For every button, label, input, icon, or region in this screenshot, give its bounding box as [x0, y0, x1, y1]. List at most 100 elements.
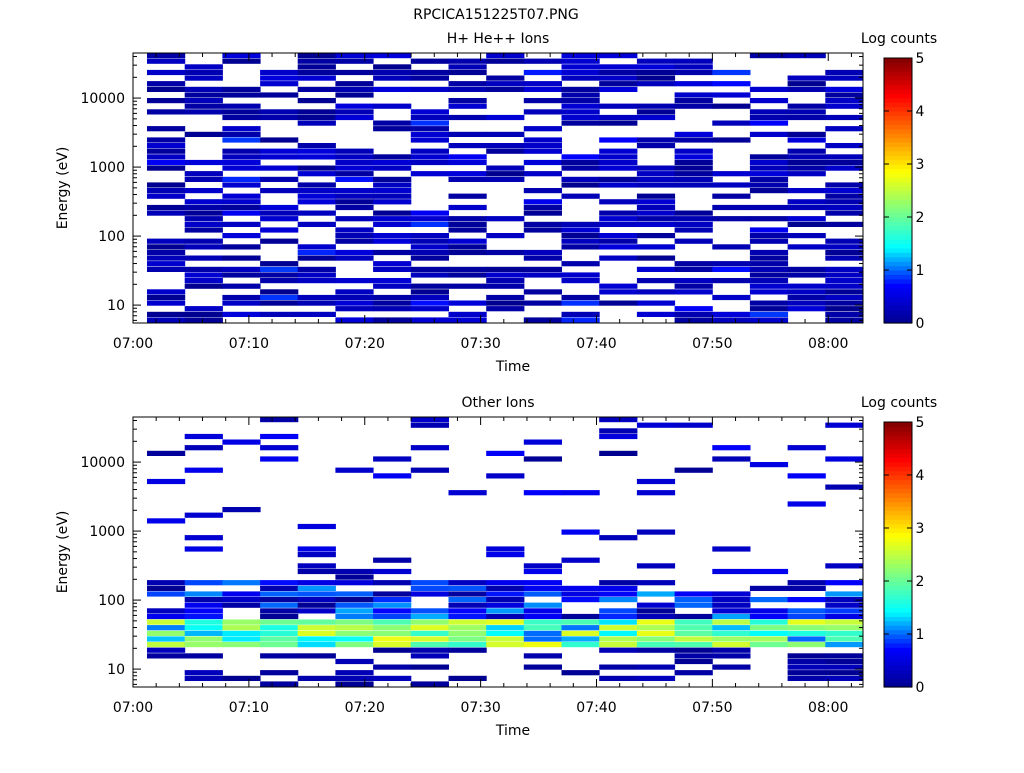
heatmap-cell [410, 210, 449, 216]
heatmap-cell [335, 53, 374, 59]
heatmap-cell [561, 227, 600, 233]
heatmap-cell [260, 294, 299, 301]
heatmap-cell [297, 675, 336, 681]
heatmap-cell [184, 199, 223, 205]
colorbar-tick-label: 5 [916, 51, 925, 67]
heatmap-cell [147, 86, 186, 92]
heatmap-cell [636, 69, 676, 76]
heatmap-cell [297, 114, 336, 121]
colorbar-swatch [884, 97, 912, 103]
colorbar-swatch [884, 66, 912, 72]
heatmap-cell [335, 92, 374, 98]
heatmap-cell [749, 585, 789, 591]
heatmap-cell [373, 317, 412, 323]
colorbar-swatch [884, 164, 912, 170]
heatmap-cell [749, 266, 789, 272]
heatmap-cell [674, 81, 713, 87]
heatmap-cell [297, 278, 336, 284]
heatmap-cell [260, 272, 299, 278]
colorbar-swatch [884, 435, 912, 441]
heatmap-cell [260, 204, 299, 211]
heatmap-cell [373, 647, 412, 653]
heatmap-cell [335, 227, 374, 233]
heatmap-cell [297, 300, 336, 306]
heatmap-cell [561, 159, 600, 166]
heatmap-cell [184, 608, 223, 614]
y-tick-label: 100 [98, 229, 125, 245]
heatmap-cell [749, 131, 789, 137]
heatmap-cell [599, 597, 638, 603]
heatmap-cell [787, 613, 826, 620]
heatmap-cell [297, 568, 336, 575]
heatmap-cell [260, 137, 299, 143]
y-tick-label: 100 [98, 593, 125, 609]
heatmap-cell [825, 625, 864, 631]
heatmap-cell [636, 591, 676, 597]
heatmap-cell [561, 165, 600, 171]
heatmap-cell [260, 92, 299, 98]
heatmap-cell [184, 613, 223, 620]
heatmap-cell [599, 159, 638, 166]
heatmap-cell [297, 86, 336, 92]
colorbar-swatch [884, 651, 912, 657]
heatmap-cell [486, 53, 525, 59]
heatmap-cell [749, 154, 789, 160]
colorbar-swatch [884, 80, 912, 86]
heatmap-cell [486, 602, 525, 608]
colorbar-swatch [884, 479, 912, 485]
heatmap-cell [335, 199, 374, 205]
heatmap-cell [335, 317, 374, 323]
heatmap-cell [561, 278, 600, 284]
heatmap-cell [373, 602, 412, 608]
heatmap-cell [184, 64, 223, 70]
heatmap-cell [297, 523, 336, 530]
heatmap-cell [335, 580, 374, 586]
heatmap-cell [297, 653, 336, 659]
heatmap-cell [523, 86, 562, 92]
heatmap-cell [448, 272, 487, 278]
heatmap-cell [147, 137, 186, 143]
heatmap-cell [749, 642, 789, 648]
colorbar-swatch [884, 638, 912, 644]
heatmap-cell [636, 311, 676, 317]
heatmap-cell [260, 597, 299, 603]
heatmap-cell [787, 188, 826, 194]
heatmap-cell [297, 585, 336, 591]
heatmap-cell [410, 306, 449, 312]
heatmap-cell [260, 69, 299, 76]
heatmap-cell [674, 625, 713, 631]
heatmap-cell [674, 636, 713, 642]
heatmap-cells [147, 53, 864, 323]
heatmap-cell [297, 552, 336, 558]
colorbar-swatch [884, 296, 912, 302]
heatmap-cell [335, 81, 374, 87]
x-axis-label: Time [495, 723, 530, 739]
heatmap-cell [147, 642, 186, 648]
heatmap-cell [410, 120, 449, 126]
heatmap-cell [599, 608, 638, 614]
colorbar-tick-label: 3 [916, 157, 925, 173]
heatmap-cell [523, 653, 562, 659]
heatmap-cell [147, 188, 186, 194]
heatmap-cell [636, 204, 676, 211]
heatmap-cell [410, 619, 449, 625]
heatmap-cell [749, 272, 789, 278]
heatmap-cell [222, 630, 261, 636]
heatmap-cell [222, 53, 261, 59]
heatmap-cell [410, 585, 449, 591]
colorbar-swatch [884, 660, 912, 666]
heatmap-cell [260, 417, 299, 423]
heatmap-cell [674, 642, 713, 648]
heatmap-cell [373, 608, 412, 614]
heatmap-cell [297, 255, 336, 261]
heatmap-cell [674, 221, 713, 227]
heatmap-cell [335, 255, 374, 261]
heatmap-cell [523, 300, 562, 306]
heatmap-cell [297, 210, 336, 216]
heatmap-cell [260, 670, 299, 676]
x-tick-label: 07:50 [692, 336, 732, 352]
heatmap-cell [410, 467, 449, 473]
heatmap-cell [297, 69, 336, 76]
